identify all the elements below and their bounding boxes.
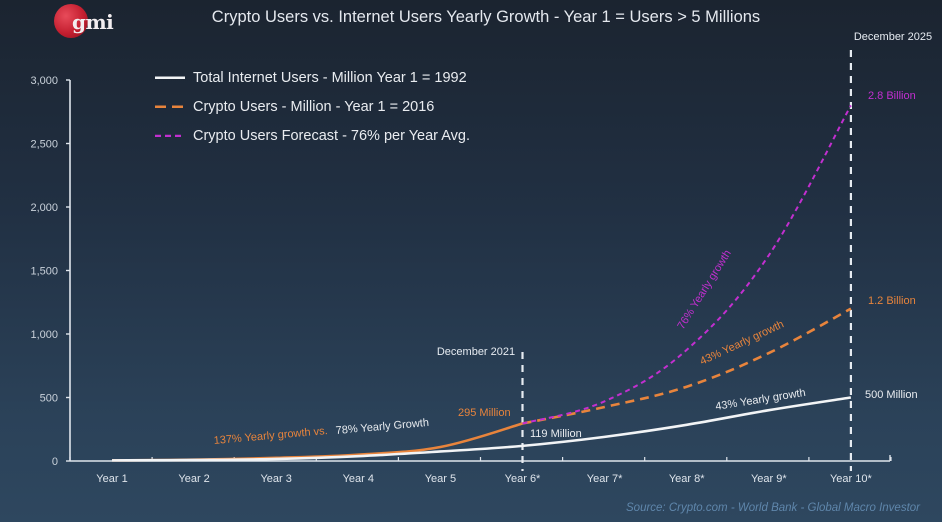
x-tick-label: Year 5 bbox=[425, 473, 456, 485]
annotation-growth-early-b: 78% Yearly Growth bbox=[335, 417, 429, 437]
series-lines bbox=[111, 104, 852, 462]
x-tick-label: Year 4 bbox=[343, 473, 374, 485]
x-tick-label: Year 10* bbox=[830, 473, 873, 485]
date-markers: December 2021 December 2025 bbox=[437, 31, 932, 471]
x-tick-label: Year 7* bbox=[587, 473, 623, 485]
y-tick-label: 1,500 bbox=[30, 266, 58, 278]
gmi-logo: gmi bbox=[52, 4, 122, 40]
series-line-dotted bbox=[522, 104, 852, 425]
legend-item-internet: Total Internet Users - Million Year 1 = … bbox=[155, 63, 470, 92]
x-tick-label: Year 6* bbox=[505, 473, 541, 485]
x-tick-label: Year 8* bbox=[669, 473, 705, 485]
legend-label: Crypto Users Forecast - 76% per Year Avg… bbox=[193, 127, 470, 144]
legend: Total Internet Users - Million Year 1 = … bbox=[155, 63, 470, 150]
legend-label: Crypto Users - Million - Year 1 = 2016 bbox=[193, 98, 435, 115]
annotation-growth-forecast: 76% Yearly growth bbox=[675, 248, 733, 332]
y-tick-label: 3,000 bbox=[30, 75, 58, 87]
annotation-growth-early-a: 137% Yearly growth vs. bbox=[213, 425, 328, 447]
y-tick-label: 500 bbox=[40, 393, 58, 405]
date-marker-label: December 2025 bbox=[854, 31, 932, 43]
legend-item-crypto: Crypto Users - Million - Year 1 = 2016 bbox=[155, 92, 470, 121]
legend-swatch-dotted bbox=[155, 134, 185, 137]
legend-swatch-solid bbox=[155, 76, 185, 79]
y-tick-label: 2,500 bbox=[30, 139, 58, 151]
annotation-growth-internet: 43% Yearly growth bbox=[715, 387, 807, 413]
legend-swatch-dashed bbox=[155, 105, 185, 108]
annotation-forecast-y10: 2.8 Billion bbox=[868, 90, 916, 102]
y-tick-label: 2,000 bbox=[30, 202, 58, 214]
annotation-internet-y10: 500 Million bbox=[865, 389, 918, 401]
source-note: Source: Crypto.com - World Bank - Global… bbox=[626, 502, 920, 514]
x-tick-label: Year 3 bbox=[260, 473, 291, 485]
annotation-crypto-y6: 295 Million bbox=[458, 407, 511, 419]
annotation-crypto-y10: 1.2 Billion bbox=[868, 295, 916, 307]
chart-title: Crypto Users vs. Internet Users Yearly G… bbox=[211, 8, 761, 26]
y-tick-label: 1,000 bbox=[30, 329, 58, 341]
series-line-solid bbox=[111, 396, 852, 462]
y-tick-label: 0 bbox=[52, 456, 58, 468]
logo-ball-icon bbox=[54, 4, 88, 38]
x-tick-label: Year 9* bbox=[751, 473, 787, 485]
annotation-internet-y6: 119 Million bbox=[530, 428, 582, 440]
legend-label: Total Internet Users - Million Year 1 = … bbox=[193, 69, 467, 86]
x-tick-label: Year 1 bbox=[96, 473, 127, 485]
legend-item-forecast: Crypto Users Forecast - 76% per Year Avg… bbox=[155, 121, 470, 150]
x-tick-label: Year 2 bbox=[178, 473, 209, 485]
date-marker-label: December 2021 bbox=[437, 346, 515, 358]
logo-text: gmi bbox=[72, 10, 114, 34]
